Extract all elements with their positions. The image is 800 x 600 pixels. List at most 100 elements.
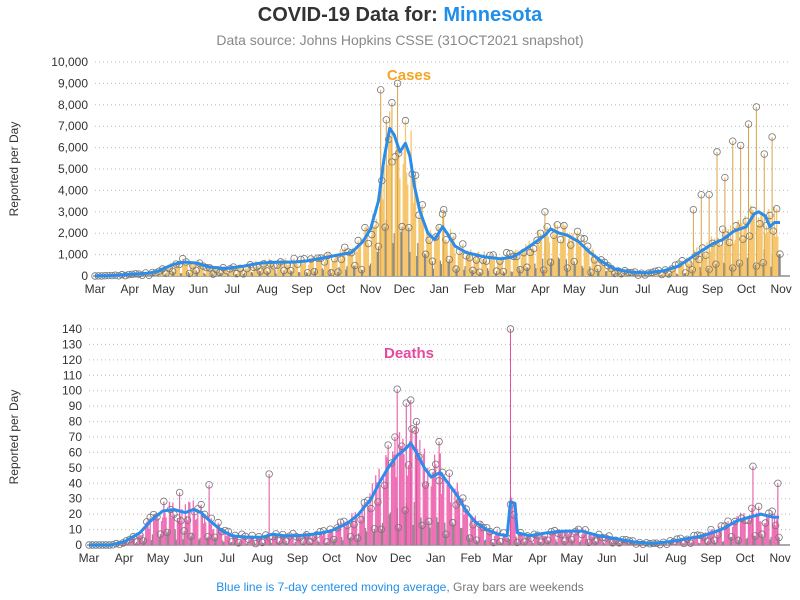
cases-day-bar	[506, 252, 508, 276]
deaths-day-bar	[200, 504, 202, 545]
cases-day-bar	[501, 255, 503, 276]
deaths-day-bar	[373, 528, 376, 545]
deaths-day-bar	[499, 541, 501, 545]
deaths-day-marker	[384, 441, 392, 449]
deaths-day-bar	[580, 540, 582, 545]
deaths-day-bar	[457, 491, 460, 545]
deaths-day-bar	[480, 521, 482, 545]
cases-day-bar	[351, 247, 354, 276]
deaths-day-marker	[357, 515, 365, 524]
deaths-day-bar	[691, 542, 693, 545]
cases-day-bar	[516, 256, 518, 276]
cases-day-bar	[635, 273, 637, 276]
deaths-day-bar	[137, 536, 139, 545]
deaths-day-bar	[435, 464, 437, 545]
cases-day-bar	[410, 130, 412, 276]
deaths-day-bar	[684, 540, 686, 545]
cases-day-bar	[194, 262, 196, 276]
deaths-day-bar	[589, 534, 591, 545]
deaths-day-bar	[552, 530, 555, 545]
deaths-day-bar	[338, 524, 341, 545]
cases-day-bar	[470, 249, 472, 276]
cases-day-bar	[636, 275, 638, 276]
deaths-day-bar	[265, 534, 267, 545]
deaths-day-bar	[256, 538, 258, 545]
cases-day-bar	[668, 273, 670, 276]
deaths-day-bar	[260, 536, 262, 545]
cases-day-bar	[662, 271, 664, 276]
cases-day-bar	[646, 272, 648, 276]
cases-day-bar	[230, 269, 232, 276]
deaths-day-marker	[387, 459, 396, 467]
cases-day-bar	[178, 264, 181, 276]
cases-day-marker	[401, 116, 410, 125]
deaths-spike-marker	[435, 437, 443, 446]
cases-day-bar	[312, 256, 314, 276]
deaths-day-marker	[394, 523, 403, 532]
deaths-day-bar	[416, 448, 419, 545]
cases-day-bar	[638, 273, 641, 276]
deaths-day-bar	[583, 534, 585, 545]
cases-day-bar	[411, 174, 413, 276]
cases-day-bar	[461, 254, 463, 276]
deaths-day-bar	[149, 517, 151, 545]
deaths-x-tick-label: Apr	[115, 551, 134, 565]
cases-day-bar	[619, 268, 621, 276]
deaths-day-bar	[608, 535, 610, 545]
cases-y-tick-label: 6,000	[58, 141, 88, 155]
deaths-day-bar	[430, 486, 432, 545]
deaths-y-tick-label: 110	[63, 368, 82, 382]
deaths-day-bar	[534, 535, 537, 545]
cases-day-bar	[704, 253, 706, 276]
cases-day-bar	[274, 269, 276, 276]
cases-day-bar	[719, 246, 722, 276]
chart-footnote: Blue line is 7-day centered moving avera…	[0, 580, 800, 594]
deaths-day-bar	[253, 541, 256, 545]
deaths-day-bar	[207, 536, 209, 545]
deaths-day-bar	[154, 514, 156, 545]
deaths-day-bar	[441, 472, 444, 545]
deaths-day-bar	[682, 543, 684, 545]
cases-day-bar	[365, 226, 367, 276]
cases-day-bar	[425, 254, 427, 276]
deaths-day-bar	[310, 542, 312, 545]
cases-day-bar	[513, 251, 516, 276]
cases-day-bar	[204, 274, 206, 276]
cases-day-bar	[601, 264, 603, 276]
deaths-day-bar	[210, 518, 213, 545]
cases-day-bar	[248, 264, 250, 276]
cases-day-bar	[726, 231, 728, 276]
deaths-day-bar	[133, 536, 136, 545]
cases-day-bar	[367, 243, 370, 276]
deaths-day-bar	[455, 505, 457, 545]
cases-day-bar	[498, 260, 500, 276]
cases-y-tick-label: 4,000	[58, 183, 88, 197]
cases-day-bar	[526, 267, 528, 276]
deaths-day-bar	[592, 533, 594, 545]
deaths-day-bar	[336, 527, 338, 545]
deaths-day-bar	[627, 544, 630, 545]
deaths-day-bar	[424, 485, 427, 545]
deaths-day-bar	[352, 521, 354, 545]
deaths-day-marker	[211, 533, 219, 541]
cases-day-bar	[603, 262, 606, 276]
cases-day-bar	[147, 273, 149, 276]
deaths-day-bar	[565, 531, 567, 545]
cases-day-bar	[598, 272, 600, 276]
deaths-day-bar	[219, 528, 222, 545]
deaths-day-bar	[362, 515, 364, 545]
deaths-day-bar	[616, 539, 618, 545]
deaths-day-bar	[395, 477, 397, 545]
deaths-day-bar	[713, 540, 716, 545]
cases-day-bar	[693, 250, 696, 276]
cases-day-marker	[357, 265, 366, 274]
deaths-y-tick-label: 60	[69, 445, 83, 459]
cases-day-bar	[720, 244, 723, 276]
cases-spike-marker	[729, 137, 737, 145]
deaths-day-bar	[550, 531, 552, 545]
deaths-day-bar	[760, 521, 762, 545]
deaths-day-bar	[577, 529, 580, 545]
cases-x-tick-label: May	[152, 282, 175, 296]
cases-day-bar	[500, 256, 502, 276]
cases-day-marker	[421, 250, 430, 258]
